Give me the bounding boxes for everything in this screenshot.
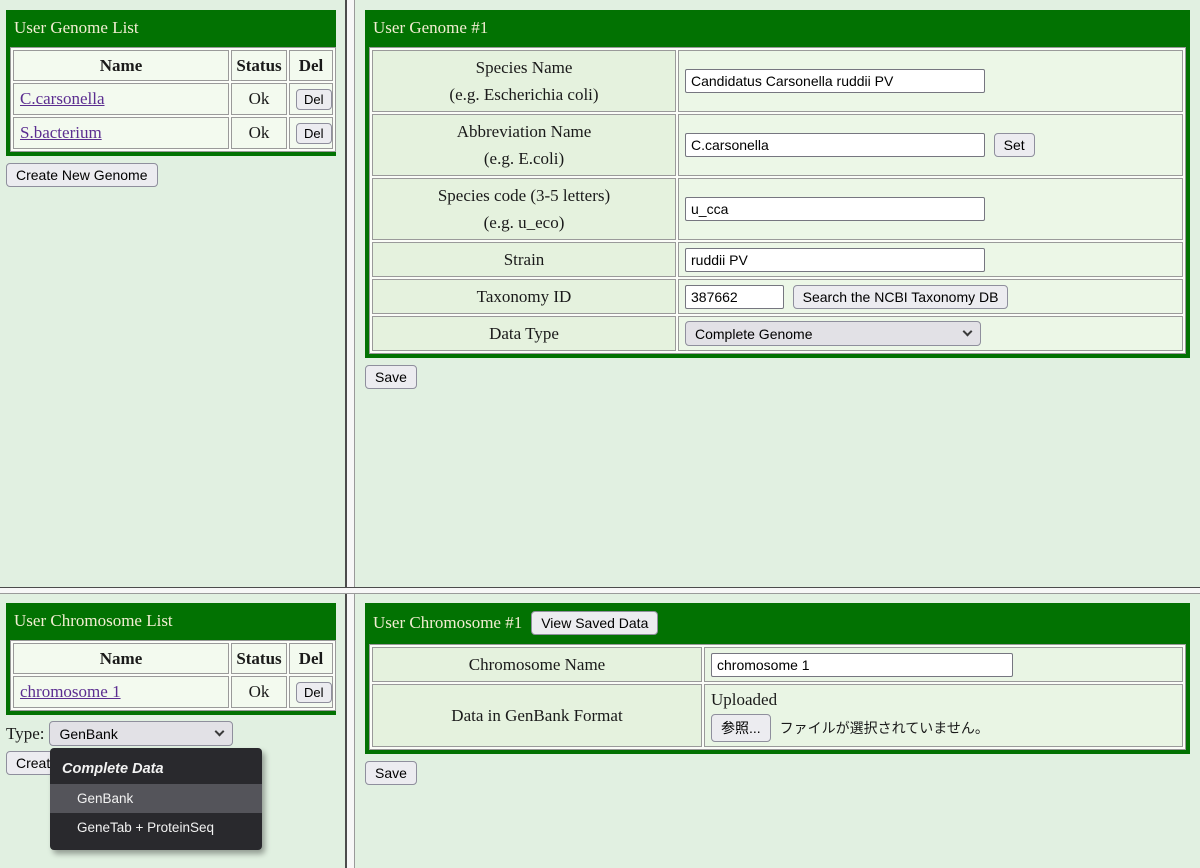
chromosome-form-table: Chromosome Name Data in GenBank Format U… [369, 644, 1186, 750]
species-name-label: Species Name (e.g. Escherichia coli) [372, 50, 676, 112]
form-row-data-type: Data Type Complete Genome [372, 316, 1183, 351]
save-genome-button[interactable]: Save [365, 365, 417, 389]
column-header-status: Status [231, 50, 287, 81]
data-type-label: Data Type [372, 316, 676, 351]
chromosome-list-title: User Chromosome List [14, 611, 173, 630]
genome-list-panel: User Genome List Name Status Del C.carso… [6, 10, 336, 156]
strain-label: Strain [372, 242, 676, 277]
form-row-abbreviation: Abbreviation Name (e.g. E.coli) Set [372, 114, 1183, 176]
chromosome-form-header: User Chromosome #1 View Saved Data [369, 603, 1186, 644]
column-header-del: Del [289, 50, 333, 81]
chevron-down-icon [215, 726, 225, 737]
form-row-chromosome-name: Chromosome Name [372, 647, 1183, 682]
frame-genome-form: User Genome #1 Species Name (e.g. Escher… [355, 0, 1200, 587]
species-code-input[interactable] [685, 197, 985, 221]
chromosome-name-label: Chromosome Name [372, 647, 702, 682]
species-code-label: Species code (3-5 letters) (e.g. u_eco) [372, 178, 676, 240]
dropdown-group-label: Complete Data [62, 761, 164, 777]
data-type-select[interactable]: Complete Genome [685, 321, 981, 346]
create-new-genome-button[interactable]: Create New Genome [6, 163, 158, 187]
chromosome-list-panel: User Chromosome List Name Status Del chr… [6, 603, 336, 715]
status-value: Ok [231, 117, 287, 149]
chromosome-name-input[interactable] [711, 652, 1013, 677]
genome-form-table: Species Name (e.g. Escherichia coli) Abb… [369, 47, 1186, 354]
form-row-taxonomy: Taxonomy ID Search the NCBI Taxonomy DB [372, 279, 1183, 314]
chromosome-form-panel: User Chromosome #1 View Saved Data Chrom… [365, 603, 1190, 754]
column-header-status: Status [231, 643, 287, 674]
genome-form-panel: User Genome #1 Species Name (e.g. Escher… [365, 10, 1190, 358]
chevron-down-icon [962, 326, 973, 337]
form-row-species: Species Name (e.g. Escherichia coli) [372, 50, 1183, 112]
delete-genome-button[interactable]: Del [296, 122, 332, 144]
upload-status-text: Uploaded [711, 690, 778, 709]
frame-chromosome-list: User Chromosome List Name Status Del chr… [0, 594, 345, 868]
genome-list-table: Name Status Del C.carsonella Ok Del S.ba… [10, 47, 336, 152]
no-file-selected-text: ファイルが選択されていません。 [779, 720, 989, 736]
type-selected-value: GenBank [59, 725, 118, 742]
frameset-vertical-divider[interactable] [345, 0, 355, 868]
browse-file-button[interactable]: 参照... [711, 714, 771, 742]
species-name-input[interactable] [685, 69, 985, 93]
file-input: 参照... ファイルが選択されていません。 [711, 714, 1176, 742]
genbank-data-label: Data in GenBank Format [372, 684, 702, 747]
type-label: Type: [6, 723, 45, 743]
strain-input[interactable] [685, 247, 985, 272]
frameset-horizontal-divider[interactable] [0, 587, 1200, 594]
genome-list-header: User Genome List [10, 10, 332, 47]
table-header-row: Name Status Del [13, 643, 333, 674]
genome-link-c-carsonella[interactable]: C.carsonella [20, 89, 105, 108]
set-abbreviation-button[interactable]: Set [993, 133, 1035, 157]
form-row-strain: Strain [372, 242, 1183, 277]
column-header-name: Name [13, 643, 229, 674]
column-header-name: Name [13, 50, 229, 81]
table-header-row: Name Status Del [13, 50, 333, 81]
form-row-species-code: Species code (3-5 letters) (e.g. u_eco) [372, 178, 1183, 240]
status-value: Ok [231, 676, 287, 708]
save-chromosome-button[interactable]: Save [365, 761, 417, 785]
chromosome-form-title: User Chromosome #1 [373, 613, 523, 632]
frame-chromosome-form: User Chromosome #1 View Saved Data Chrom… [355, 594, 1200, 868]
delete-genome-button[interactable]: Del [296, 88, 332, 110]
view-saved-data-button[interactable]: View Saved Data [531, 611, 659, 635]
taxonomy-id-label: Taxonomy ID [372, 279, 676, 314]
table-row: chromosome 1 Ok Del [13, 676, 333, 708]
form-row-genbank-data: Data in GenBank Format Uploaded 参照... ファ… [372, 684, 1183, 747]
chromosome-list-table: Name Status Del chromosome 1 Ok Del [10, 640, 336, 711]
chromosome-link-1[interactable]: chromosome 1 [20, 682, 121, 701]
search-ncbi-taxonomy-button[interactable]: Search the NCBI Taxonomy DB [792, 284, 1009, 309]
frame-genome-list: User Genome List Name Status Del C.carso… [0, 0, 345, 587]
genome-form-header: User Genome #1 [369, 10, 1186, 47]
column-header-del: Del [289, 643, 333, 674]
genome-form-title: User Genome #1 [373, 18, 489, 37]
data-type-selected-value: Complete Genome [695, 325, 813, 342]
table-row: C.carsonella Ok Del [13, 83, 333, 115]
chromosome-list-header: User Chromosome List [10, 603, 332, 640]
abbreviation-name-label: Abbreviation Name (e.g. E.coli) [372, 114, 676, 176]
dropdown-option-genetab-proteinseq[interactable]: GeneTab + ProteinSeq [77, 820, 214, 835]
table-row: S.bacterium Ok Del [13, 117, 333, 149]
delete-chromosome-button[interactable]: Del [296, 681, 332, 703]
chromosome-type-select[interactable]: GenBank [49, 721, 234, 746]
abbreviation-name-input[interactable] [685, 133, 985, 157]
genome-link-s-bacterium[interactable]: S.bacterium [20, 123, 102, 142]
type-select-dropdown-popup: Complete Data GenBank GeneTab + ProteinS… [50, 748, 262, 850]
dropdown-option-genbank[interactable]: GenBank [50, 784, 262, 813]
taxonomy-id-input[interactable] [685, 284, 784, 309]
genome-list-title: User Genome List [14, 18, 139, 37]
status-value: Ok [231, 83, 287, 115]
